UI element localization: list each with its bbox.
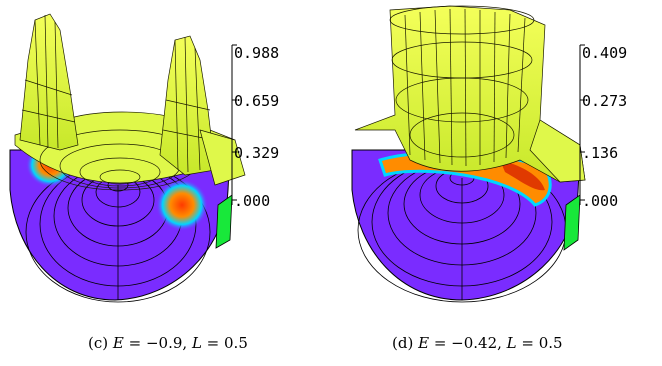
caption-d-label: (d) (392, 334, 414, 352)
colorbar-d (579, 44, 585, 205)
caption-d-energy: −0.42 (451, 334, 498, 352)
figure-c: 0.988 0.659 0.329 .000 (9, 13, 279, 303)
tick-d-3: .000 (582, 192, 618, 210)
side-face-c (215, 194, 233, 249)
tick-d-0: 0.409 (582, 44, 627, 62)
tick-d-2: .136 (582, 144, 618, 162)
tick-d-1: 0.273 (582, 92, 627, 110)
caption-c-angular: 0.5 (224, 334, 248, 352)
surface-d (354, 5, 586, 183)
caption-d-angular: 0.5 (538, 334, 563, 352)
tick-c-2: 0.329 (234, 144, 279, 162)
side-face-d (563, 194, 581, 251)
caption-c: (c) E = −0.9, L = 0.5 (88, 334, 248, 352)
hotspot-right-c (156, 179, 208, 231)
caption-d: (d) E = −0.42, L = 0.5 (392, 334, 563, 352)
tick-c-0: 0.988 (234, 44, 279, 62)
tick-c-3: .000 (234, 192, 270, 210)
figure-d: 0.409 0.273 .136 .000 (351, 5, 627, 303)
caption-c-label: (c) (88, 334, 109, 352)
colorbar-c (231, 44, 237, 205)
tick-c-1: 0.659 (234, 92, 279, 110)
caption-c-energy: −0.9 (145, 334, 183, 352)
surface-c (14, 13, 246, 191)
